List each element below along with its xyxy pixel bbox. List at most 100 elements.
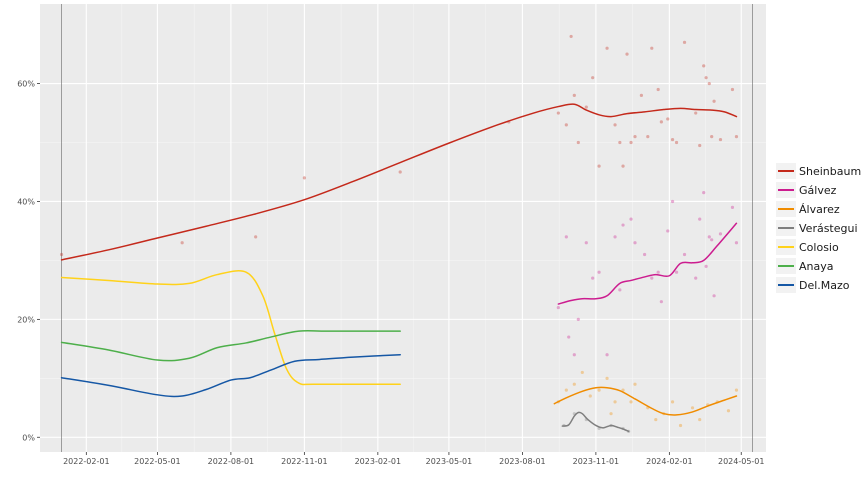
data-point: [670, 199, 675, 204]
data-point: [618, 288, 622, 292]
data-point: [584, 241, 588, 245]
data-point: [576, 317, 580, 321]
data-point: [59, 252, 64, 257]
data-point: [710, 135, 714, 139]
series-line: [60, 329, 401, 362]
data-point: [613, 123, 617, 127]
data-point: [591, 276, 595, 280]
data-point: [584, 105, 588, 109]
legend-label: Gálvez: [799, 184, 837, 197]
legend-label: Álvarez: [799, 203, 840, 216]
legend-label: Del.Mazo: [799, 279, 850, 292]
data-point: [597, 388, 601, 392]
data-point: [710, 238, 714, 242]
data-point: [597, 164, 601, 168]
data-point: [564, 235, 568, 239]
data-point: [567, 335, 571, 339]
data-point: [629, 140, 633, 145]
data-point: [254, 235, 258, 239]
plot-panel: [40, 4, 766, 452]
legend-label: Sheinbaum: [799, 165, 861, 178]
data-point: [646, 135, 650, 139]
data-point: [712, 99, 716, 103]
data-point: [629, 217, 633, 221]
x-tick-label: 2023-11-01: [573, 457, 620, 466]
data-point: [569, 34, 573, 39]
y-tick-label: 40%: [17, 197, 35, 206]
data-point: [605, 353, 609, 357]
data-point: [609, 412, 613, 416]
data-point: [666, 229, 670, 233]
data-point: [698, 217, 702, 221]
data-point: [734, 135, 739, 139]
y-tick-label: 20%: [17, 315, 35, 324]
data-point: [734, 241, 739, 245]
data-point: [690, 406, 695, 410]
data-point: [718, 137, 723, 142]
data-point: [659, 120, 663, 124]
series-line: [557, 222, 738, 305]
data-point: [682, 40, 687, 44]
x-tick-label: 2022-08-01: [208, 457, 255, 466]
data-point: [605, 376, 609, 380]
data-point: [572, 382, 576, 386]
legend-label: Colosio: [799, 241, 839, 254]
data-point: [694, 111, 698, 115]
data-point: [564, 388, 568, 392]
x-tick-label: 2023-08-01: [499, 457, 546, 466]
y-tick-label: 0%: [22, 433, 35, 442]
data-point: [682, 252, 687, 257]
data-point: [694, 276, 698, 280]
data-point: [666, 117, 670, 121]
data-point: [613, 400, 617, 404]
data-point: [650, 276, 654, 280]
data-point: [625, 52, 629, 56]
data-point: [618, 140, 622, 145]
data-point: [670, 400, 675, 404]
x-tick-label: 2024-05-01: [718, 457, 765, 466]
x-tick-label: 2023-02-01: [355, 457, 402, 466]
data-point: [621, 388, 625, 392]
data-point: [670, 137, 675, 142]
data-point: [656, 87, 660, 92]
series-line: [553, 386, 738, 416]
data-point: [591, 76, 595, 80]
data-point: [597, 270, 601, 274]
data-point: [674, 140, 679, 145]
data-point: [704, 264, 708, 268]
data-point: [633, 241, 637, 245]
data-point: [654, 417, 658, 422]
data-point: [564, 123, 568, 127]
x-tick-label: 2022-05-01: [134, 457, 181, 466]
x-tick-label: 2024-02-01: [646, 457, 693, 466]
data-point: [639, 93, 644, 97]
data-point: [698, 417, 702, 422]
data-point: [302, 176, 306, 180]
data-point: [629, 400, 633, 404]
data-point: [712, 294, 716, 298]
data-point: [702, 191, 706, 195]
data-point: [633, 135, 637, 139]
data-point: [633, 382, 637, 386]
data-point: [704, 76, 708, 80]
data-point: [576, 140, 580, 145]
data-point: [643, 252, 647, 257]
data-point: [613, 235, 617, 239]
data-point: [726, 409, 731, 413]
data-point: [702, 64, 706, 68]
data-point: [678, 423, 683, 428]
data-point: [698, 143, 702, 148]
data-point: [621, 223, 625, 227]
series-line: [60, 270, 401, 386]
data-point: [707, 235, 711, 239]
data-point: [707, 81, 711, 86]
data-point: [556, 111, 560, 115]
series-line: [60, 103, 738, 261]
legend-label: Verástegui: [799, 222, 858, 235]
data-point: [734, 388, 739, 392]
series-line: [60, 353, 401, 398]
data-point: [588, 394, 592, 398]
x-tick-label: 2022-02-01: [63, 457, 110, 466]
